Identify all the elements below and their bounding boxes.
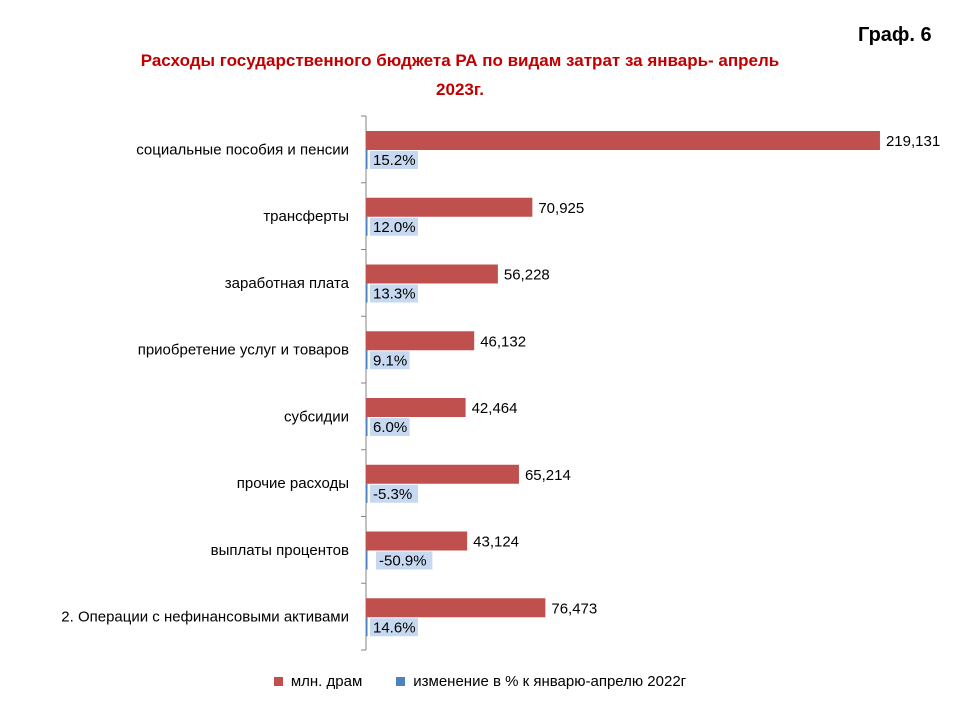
- pct-label-background: [370, 618, 418, 637]
- value-label-series-1: 76,473: [551, 600, 597, 617]
- graph-number-label: Граф. 6: [858, 24, 932, 46]
- category-label: субсидии: [284, 408, 349, 425]
- category-label: 2. Операции с нефинансовыми активами: [61, 609, 349, 626]
- pct-label-background: [370, 284, 418, 303]
- category-label: социальные пособия и пенсии: [136, 141, 349, 158]
- bar-series-1: [366, 598, 546, 618]
- bar-series-1: [366, 264, 498, 284]
- value-label-series-1: 43,124: [473, 534, 519, 551]
- category-label: трансферты: [263, 208, 349, 225]
- category-label: заработная плата: [225, 275, 350, 292]
- value-label-series-2: -5.3%: [373, 486, 412, 503]
- category-label: приобретение услуг и товаров: [138, 342, 349, 359]
- legend-label-series-2: изменение в % к январю-апрелю 2022г: [413, 673, 687, 690]
- value-label-series-1: 42,464: [472, 400, 518, 417]
- bar-series-2: [366, 617, 368, 637]
- chart-title-line-1: Расходы государственного бюджета РА по в…: [140, 51, 780, 70]
- pct-label-background: [370, 151, 418, 169]
- legend-swatch-series-2: [396, 677, 406, 686]
- bar-series-2: [366, 417, 368, 436]
- value-label-series-2: -50.9%: [379, 553, 427, 570]
- value-label-series-1: 65,214: [525, 467, 571, 484]
- bar-series-2: [366, 550, 368, 570]
- bar-series-1: [366, 331, 475, 351]
- bar-series-1: [366, 464, 519, 484]
- pct-label-background: [370, 217, 418, 236]
- legend-swatch-series-1: [273, 677, 283, 686]
- bar-series-2: [366, 283, 368, 303]
- value-label-series-2: 6.0%: [373, 419, 407, 436]
- pct-label-background: [370, 484, 418, 503]
- value-label-series-2: 12.0%: [373, 219, 416, 236]
- category-label: выплаты процентов: [211, 542, 349, 559]
- category-label: прочие расходы: [237, 475, 349, 492]
- chart-title: Расходы государственного бюджета РА по в…: [80, 46, 840, 104]
- bar-series-1: [366, 131, 880, 150]
- bar-series-1: [366, 531, 468, 551]
- pct-label-background: [370, 351, 410, 370]
- bar-series-1: [366, 398, 466, 417]
- value-label-series-1: 56,228: [504, 267, 550, 284]
- pct-label-background: [376, 551, 433, 570]
- bar-series-1: [366, 197, 533, 217]
- pct-label-background: [370, 418, 410, 436]
- value-label-series-1: 46,132: [480, 333, 526, 350]
- value-label-series-2: 13.3%: [373, 286, 416, 303]
- bar-series-2: [366, 483, 368, 503]
- value-label-series-1: 70,925: [538, 200, 584, 217]
- chart-legend: млн. драм изменение в % к январю-апрелю …: [0, 673, 960, 690]
- bar-series-2: [366, 350, 368, 370]
- value-label-series-1: 219,131: [886, 133, 940, 150]
- legend-label-series-1: млн. драм: [290, 673, 363, 690]
- value-label-series-2: 9.1%: [373, 352, 407, 369]
- bar-series-2: [366, 150, 368, 169]
- chart-title-line-2: 2023г.: [436, 80, 484, 99]
- legend-item-series-1: млн. драм: [273, 673, 363, 690]
- legend-item-series-2: изменение в % к январю-апрелю 2022г: [396, 673, 686, 690]
- value-label-series-2: 15.2%: [373, 152, 416, 169]
- value-label-series-2: 14.6%: [373, 619, 416, 636]
- bar-series-2: [366, 216, 368, 236]
